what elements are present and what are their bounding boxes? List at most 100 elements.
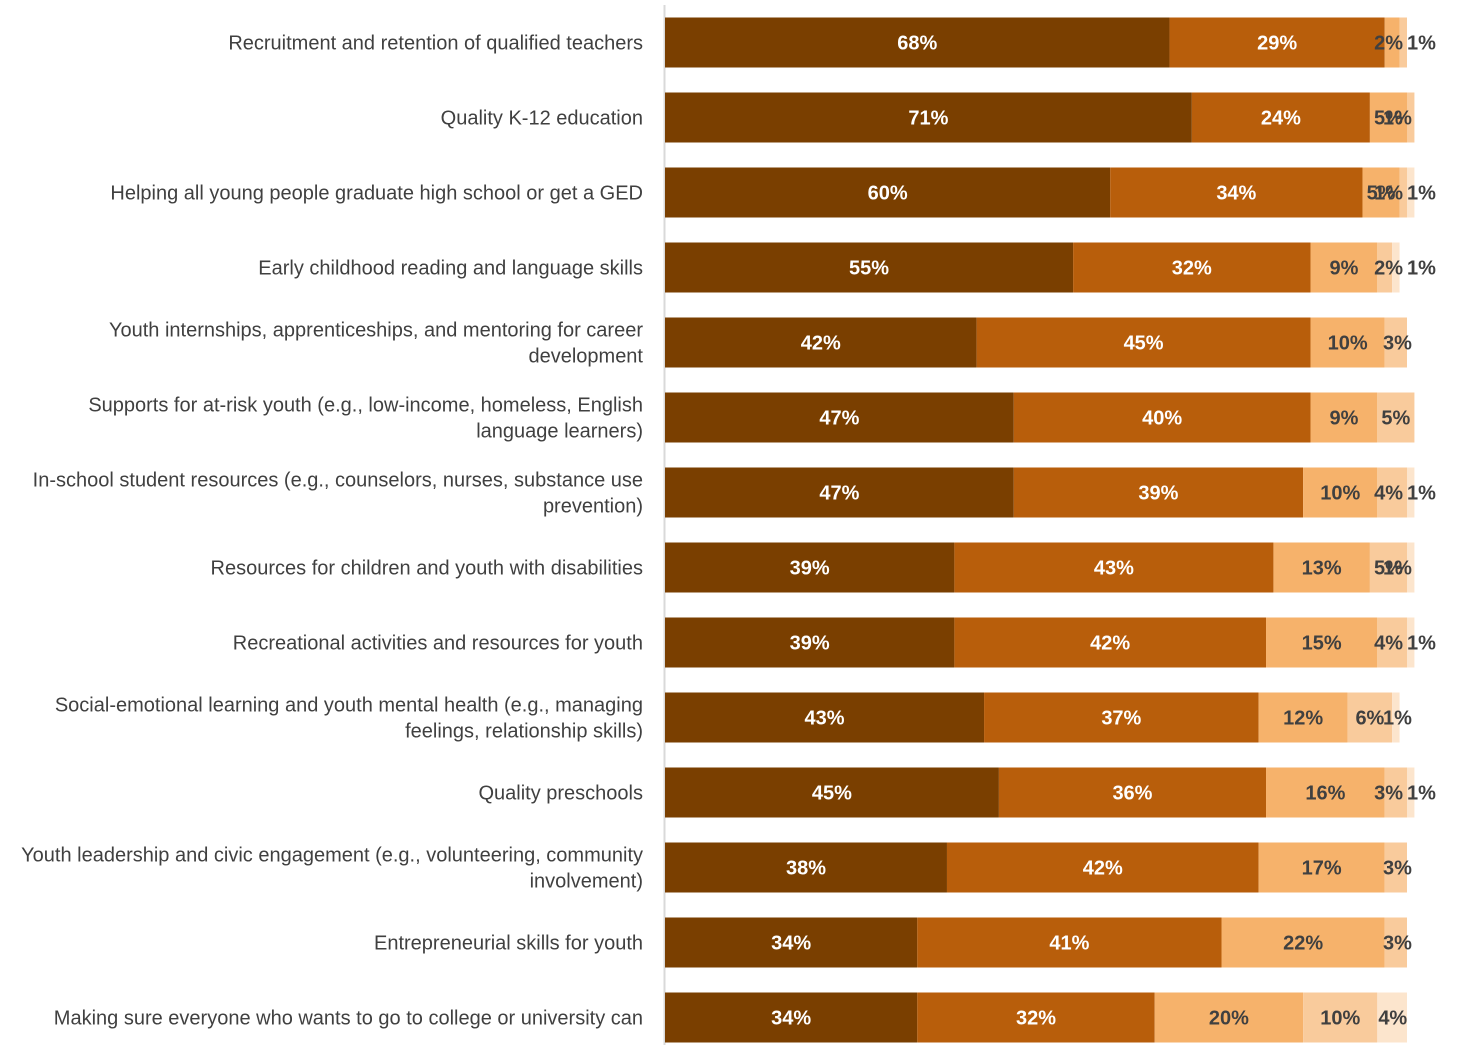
data-label: 1% [1407, 633, 1436, 655]
data-label: 22% [1283, 933, 1323, 955]
data-label: 4% [1378, 1008, 1407, 1030]
data-label: 32% [1172, 258, 1212, 280]
data-label: 13% [1302, 558, 1342, 580]
data-label: 55% [849, 258, 889, 280]
data-label: 1% [1383, 108, 1412, 130]
bar-segment [1399, 17, 1407, 68]
data-label: 9% [1329, 258, 1358, 280]
bar-segment [1347, 692, 1393, 743]
bar-segment [1258, 842, 1385, 893]
bar-segment [665, 92, 1192, 143]
bar-segment [665, 542, 955, 593]
data-label: 39% [1138, 483, 1178, 505]
data-label: 5% [1381, 408, 1410, 430]
data-label: 45% [812, 783, 852, 805]
bar-segment [665, 692, 985, 743]
bar-segment [1407, 467, 1415, 518]
bar-segment [1377, 617, 1407, 668]
data-label: 32% [1016, 1008, 1056, 1030]
category-label: Quality preschools [478, 783, 643, 805]
bar-segment [1303, 992, 1378, 1043]
bar-segment [1399, 167, 1407, 218]
data-label: 4% [1374, 633, 1403, 655]
bar-segment [665, 317, 977, 368]
data-label: 34% [771, 933, 811, 955]
data-label: 10% [1328, 333, 1368, 355]
bar-segment [1191, 92, 1370, 143]
bar-segment [665, 167, 1111, 218]
bar-segment [998, 767, 1267, 818]
data-label: 3% [1383, 933, 1412, 955]
data-label: 3% [1374, 783, 1403, 805]
data-label: 1% [1374, 183, 1403, 205]
category-label: Social-emotional learning and youth ment… [55, 695, 643, 743]
bar-segment [1369, 542, 1407, 593]
data-label: 5% [1367, 183, 1396, 205]
data-label: 41% [1049, 933, 1089, 955]
bar-segment [1384, 767, 1407, 818]
category-label: Making sure everyone who wants to go to … [54, 1008, 643, 1030]
data-label: 10% [1320, 1008, 1360, 1030]
bar-segment [1221, 917, 1385, 968]
bar-segment [1392, 692, 1400, 743]
bar-segment [1110, 167, 1363, 218]
bar-segment [1384, 917, 1407, 968]
data-label: 1% [1383, 558, 1412, 580]
bar-segment [1362, 167, 1400, 218]
bar-segment [665, 992, 918, 1043]
bar-segment [1384, 317, 1407, 368]
bar-segment [1303, 467, 1378, 518]
bar-segment [665, 917, 918, 968]
bar-segment [1258, 692, 1348, 743]
category-label: In-school student resources (e.g., couns… [33, 470, 643, 518]
data-label: 47% [819, 483, 859, 505]
bar-segment [1310, 317, 1385, 368]
bar-segment [1407, 542, 1415, 593]
bar-segment [1073, 242, 1311, 293]
data-label: 12% [1283, 708, 1323, 730]
data-label: 16% [1305, 783, 1345, 805]
bar-segment [1377, 992, 1407, 1043]
data-label: 1% [1407, 183, 1436, 205]
data-label: 1% [1407, 258, 1436, 280]
bar-segment [1384, 17, 1400, 68]
bar-segment [1384, 842, 1407, 893]
data-label: 29% [1257, 33, 1297, 55]
bar-segment [1407, 767, 1415, 818]
bar-segment [984, 692, 1259, 743]
data-label: 20% [1209, 1008, 1249, 1030]
data-label: 47% [819, 408, 859, 430]
bar-segment [1013, 392, 1311, 443]
data-label: 42% [1090, 633, 1130, 655]
bar-segment [1169, 17, 1385, 68]
data-label: 42% [1083, 858, 1123, 880]
data-label: 1% [1407, 33, 1436, 55]
data-label: 45% [1124, 333, 1164, 355]
data-label: 34% [771, 1008, 811, 1030]
data-label: 1% [1407, 483, 1436, 505]
category-label: Early childhood reading and language ski… [258, 258, 643, 280]
data-label: 39% [790, 558, 830, 580]
data-label: 5% [1374, 558, 1403, 580]
data-label: 5% [1374, 108, 1403, 130]
bar-segment [1013, 467, 1304, 518]
data-label: 10% [1320, 483, 1360, 505]
data-label: 43% [1094, 558, 1134, 580]
bar-segment [1407, 167, 1415, 218]
data-label: 17% [1302, 858, 1342, 880]
data-label: 1% [1383, 708, 1412, 730]
data-label: 6% [1355, 708, 1384, 730]
bar-segment [1392, 242, 1400, 293]
data-label: 42% [801, 333, 841, 355]
category-label: Resources for children and youth with di… [211, 558, 643, 580]
bar-segment [1369, 92, 1407, 143]
bar-segment [1407, 617, 1415, 668]
data-label: 24% [1261, 108, 1301, 130]
bar-segment [976, 317, 1311, 368]
bar-segment [946, 842, 1259, 893]
category-label: Recruitment and retention of qualified t… [228, 33, 643, 55]
data-label: 36% [1112, 783, 1152, 805]
bar-segment [665, 392, 1014, 443]
bar-segment [665, 467, 1014, 518]
